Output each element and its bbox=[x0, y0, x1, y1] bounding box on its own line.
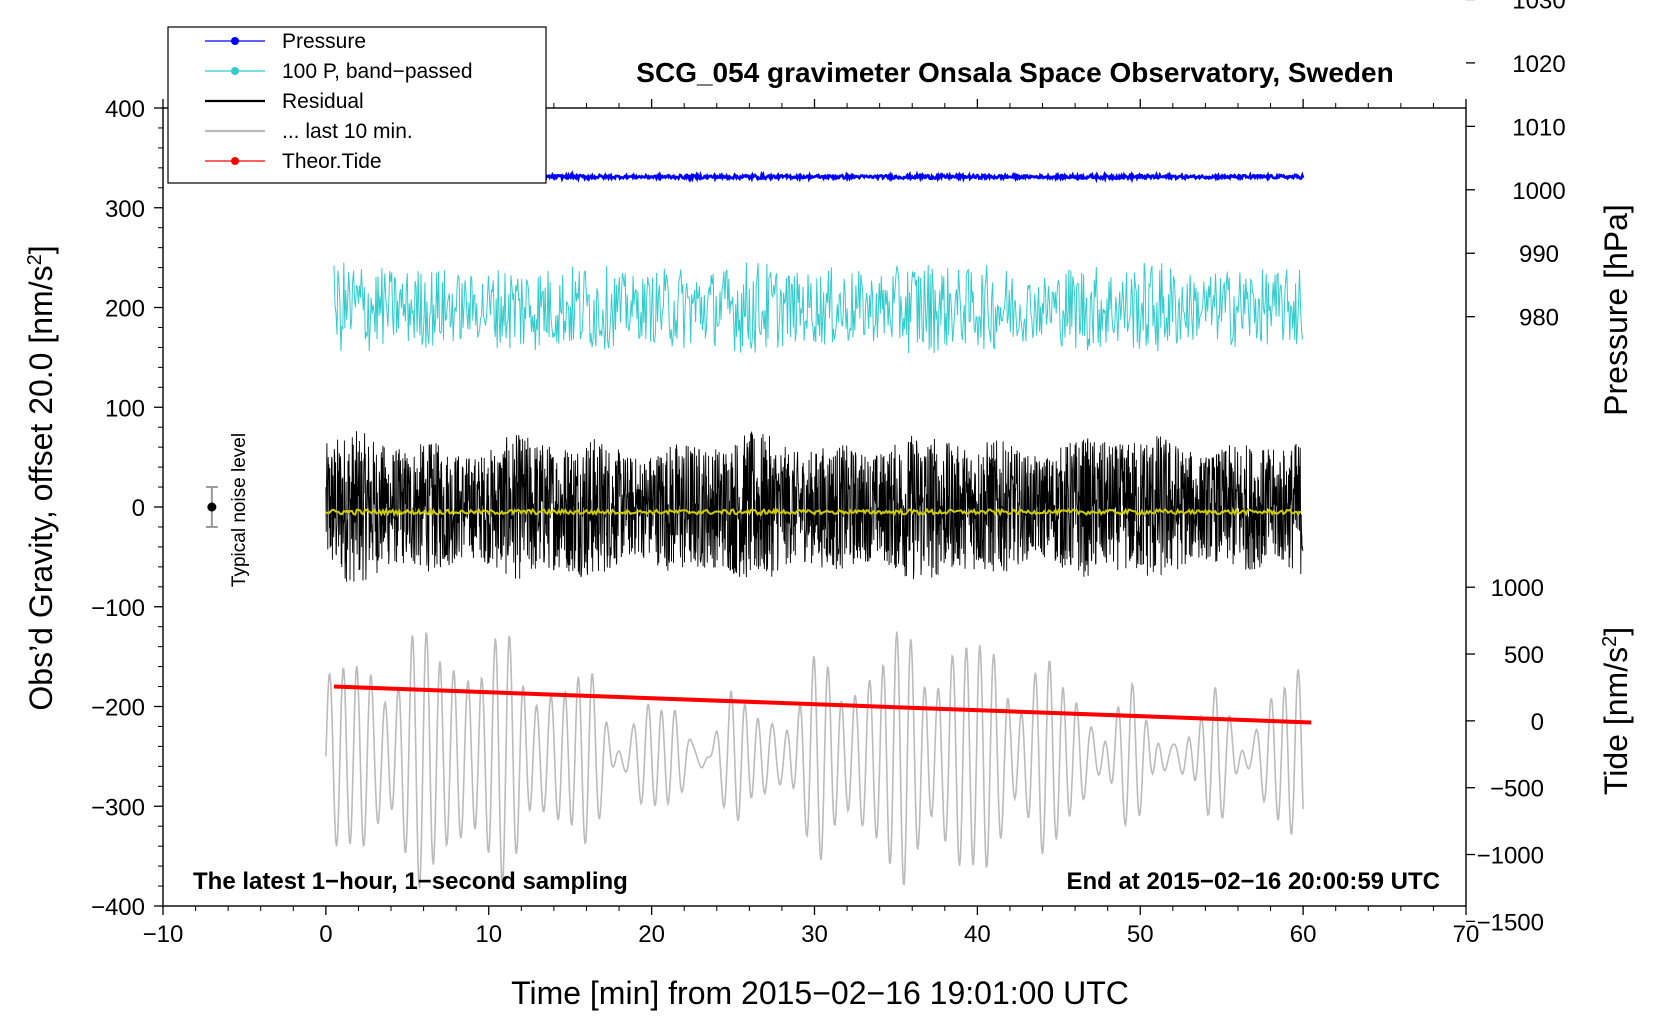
pressure-tick-label: 1010 bbox=[1512, 114, 1565, 141]
y-tick-label: 0 bbox=[132, 495, 145, 522]
series-residual bbox=[325, 431, 1304, 582]
y-axis-title-main: Obs’d Gravity, offset 20.0 [nm/s bbox=[23, 265, 59, 710]
x-axis-title: Time [min] from 2015−02−16 19:01:00 UTC bbox=[511, 975, 1129, 1011]
y-tick-label: 100 bbox=[105, 395, 145, 422]
y-axis-title-end: ] bbox=[23, 245, 59, 254]
series-last-10-min bbox=[325, 631, 1304, 888]
pressure-axis-title: Pressure [hPa] bbox=[1598, 204, 1634, 416]
legend-label: Pressure bbox=[282, 30, 366, 53]
pressure-tick-label: 990 bbox=[1519, 241, 1559, 268]
legend-marker bbox=[231, 157, 239, 165]
legend-marker bbox=[231, 37, 239, 45]
y-tick-label: −400 bbox=[91, 894, 145, 921]
x-tick-label: −10 bbox=[143, 921, 184, 948]
axes-layer: −10 0 10 20 30 40 50 60 70−400−300−200−100010020… bbox=[91, 0, 1566, 948]
x-tick-label: 10 bbox=[475, 921, 502, 948]
x-tick-label: 60 bbox=[1290, 921, 1317, 948]
y-tick-label: 300 bbox=[105, 196, 145, 223]
x-tick-label: 70 bbox=[1453, 921, 1480, 948]
noise-level-label: Typical noise level bbox=[229, 433, 250, 587]
x-tick-label: 40 bbox=[964, 921, 991, 948]
tide-axis-title-superscript: 2 bbox=[1599, 636, 1621, 647]
y-tick-label: 200 bbox=[105, 296, 145, 323]
series-layer bbox=[205, 169, 1312, 888]
legend-label: 100 P, band−passed bbox=[282, 60, 473, 83]
pressure-tick-label: 1020 bbox=[1512, 51, 1565, 78]
tide-axis-title-end: ] bbox=[1598, 627, 1634, 636]
tide-axis-title: Tide [nm/s2] bbox=[1598, 627, 1634, 795]
y-axis-title-superscript: 2 bbox=[24, 254, 46, 265]
tide-tick-label: −500 bbox=[1490, 776, 1544, 803]
tide-tick-label: 1000 bbox=[1491, 575, 1544, 602]
tide-tick-label: −1000 bbox=[1477, 843, 1544, 870]
y-tick-label: 400 bbox=[105, 96, 145, 123]
y-tick-label: −200 bbox=[91, 695, 145, 722]
end-time-annotation: End at 2015−02−16 20:00:59 UTC bbox=[1066, 868, 1440, 895]
legend-label: Residual bbox=[282, 90, 364, 113]
tide-tick-label: 0 bbox=[1531, 709, 1544, 736]
series-theoretical-tide bbox=[333, 684, 1312, 725]
legend-box bbox=[167, 26, 547, 184]
x-tick-label: 30 bbox=[801, 921, 828, 948]
y-tick-label: −100 bbox=[91, 595, 145, 622]
x-tick-label: 0 bbox=[319, 921, 332, 948]
tide-axis-title-main: Tide [nm/s bbox=[1598, 647, 1634, 795]
legend-marker bbox=[231, 67, 239, 75]
y-axis-title: Obs’d Gravity, offset 20.0 [nm/s2] bbox=[23, 245, 59, 710]
series-residual-smoothed bbox=[325, 507, 1302, 517]
chart-title: SCG_054 gravimeter Onsala Space Observat… bbox=[636, 57, 1393, 88]
noise-bar-point bbox=[207, 502, 217, 512]
pressure-tick-label: 1030 bbox=[1512, 0, 1565, 14]
y-tick-label: −300 bbox=[91, 794, 145, 821]
tide-tick-label: −1500 bbox=[1477, 909, 1544, 936]
x-tick-label: 20 bbox=[638, 921, 665, 948]
series-pressure-bandpassed bbox=[333, 262, 1303, 354]
tide-tick-label: 500 bbox=[1504, 642, 1544, 669]
sampling-annotation: The latest 1−hour, 1−second sampling bbox=[193, 868, 628, 895]
pressure-tick-label: 1000 bbox=[1512, 178, 1565, 205]
pressure-tick-label: 980 bbox=[1519, 305, 1559, 332]
legend-label: Theor.Tide bbox=[282, 150, 382, 173]
legend-label: ... last 10 min. bbox=[282, 120, 413, 143]
legend: Pressure 100 P, band−passed Residual ... la… bbox=[167, 26, 547, 184]
x-tick-label: 50 bbox=[1127, 921, 1154, 948]
